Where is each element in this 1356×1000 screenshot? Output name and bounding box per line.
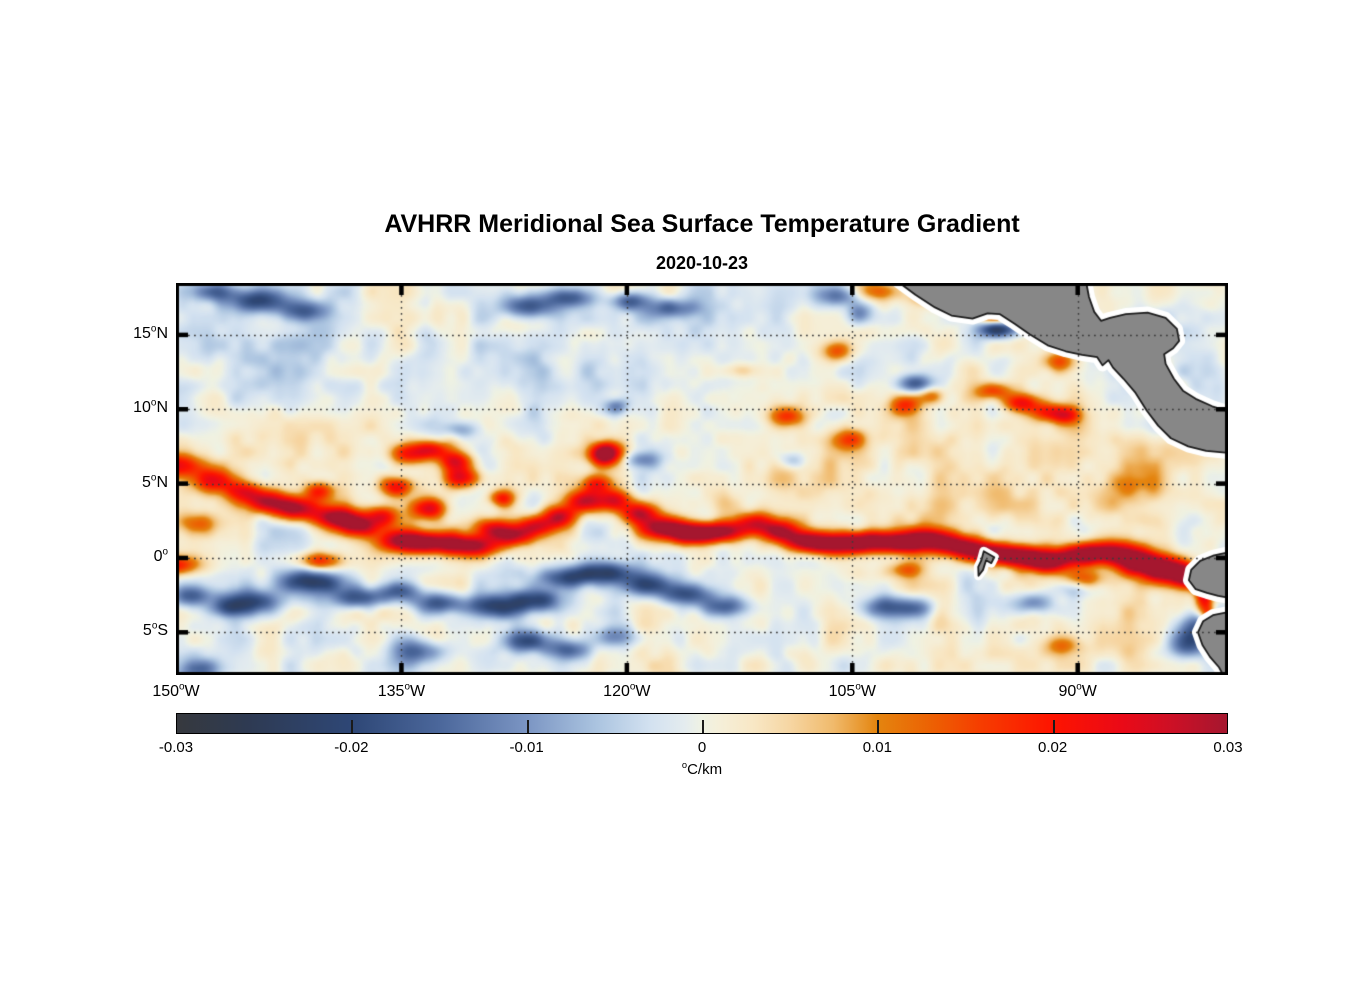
x-tick-label: 120oW (603, 681, 651, 700)
y-tick-label: 15oN (133, 323, 168, 342)
colorbar-tick-label: -0.03 (158, 739, 194, 756)
colorbar-tick (702, 720, 704, 733)
map-plot-area (176, 283, 1228, 675)
x-tick-label: 105oW (828, 681, 876, 700)
sst-gradient-heatmap-canvas (176, 283, 1228, 675)
colorbar-tick-label: -0.02 (334, 739, 369, 756)
x-tick-label: 90oW (1058, 681, 1097, 700)
colorbar-tick-label: 0.02 (1038, 739, 1068, 756)
colorbar-tick-label: 0 (697, 739, 707, 756)
colorbar-tick (351, 720, 354, 733)
y-tick-label: 10oN (133, 397, 168, 417)
colorbar (176, 713, 1228, 734)
colorbar-tick-label: -0.01 (509, 739, 544, 756)
colorbar-tick-label: 0.01 (862, 739, 892, 756)
y-tick-label: 0o (153, 546, 168, 565)
x-tick-label: 150oW (152, 681, 200, 700)
colorbar-tick-label: 0.03 (1213, 739, 1243, 756)
x-tick-label: 135oW (377, 681, 426, 700)
colorbar-tick (526, 720, 529, 733)
chart-date-subtitle: 2020-10-23 (655, 253, 749, 273)
colorbar-tick (1052, 720, 1055, 733)
colorbar-unit-label: oC/km (681, 760, 723, 778)
y-tick-label: 5oN (142, 472, 168, 491)
colorbar-tick (877, 720, 880, 733)
y-tick-label: 5oS (142, 620, 168, 640)
chart-title: AVHRR Meridional Sea Surface Temperature… (384, 210, 1020, 238)
